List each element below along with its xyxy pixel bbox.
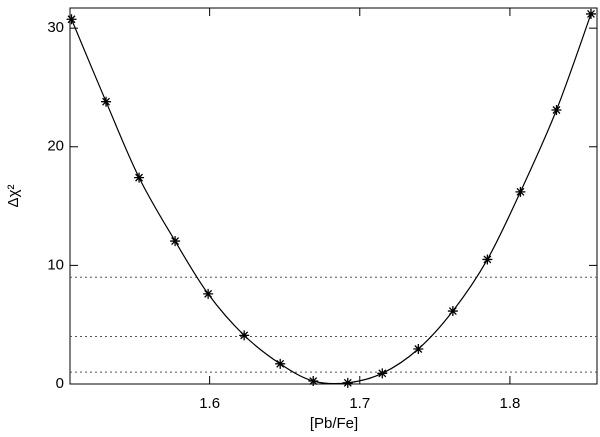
data-point [482, 254, 493, 265]
data-point [239, 330, 250, 341]
x-tick-label: 1.6 [199, 395, 220, 412]
data-point [447, 306, 458, 317]
data-point [585, 8, 596, 19]
data-point [170, 236, 181, 247]
x-tick-label: 1.8 [499, 395, 520, 412]
data-point [515, 186, 526, 197]
x-axis-label: [Pb/Fe] [310, 415, 358, 432]
data-point [551, 105, 562, 116]
data-point [101, 96, 112, 107]
y-tick-label: 10 [47, 256, 64, 273]
y-tick-label: 0 [56, 375, 64, 392]
data-point [377, 368, 388, 379]
data-point [413, 344, 424, 355]
data-point [342, 377, 353, 388]
y-tick-label: 30 [47, 19, 64, 36]
data-point [203, 288, 214, 299]
y-axis-label: Δχ² [5, 185, 22, 208]
data-point [275, 358, 286, 369]
x-tick-label: 1.7 [349, 395, 370, 412]
data-point [134, 172, 145, 183]
y-tick-label: 20 [47, 138, 64, 155]
data-point [66, 14, 77, 25]
data-point [308, 376, 319, 387]
fit-curve [70, 13, 592, 385]
